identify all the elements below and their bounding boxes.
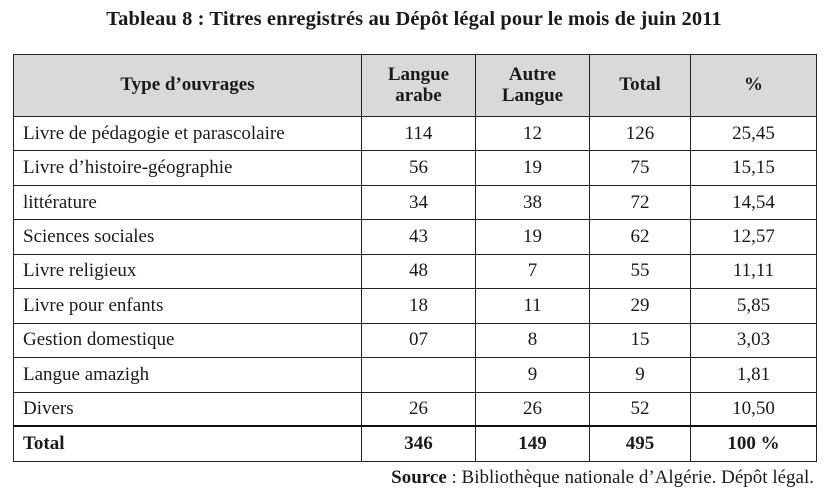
cell-other: 12 (475, 115, 590, 152)
cell-total: 29 (589, 288, 691, 324)
table-row: Livre religieux 48 7 55 11,11 (13, 253, 817, 290)
cell-other: 26 (475, 391, 590, 427)
total-arabic: 346 (361, 425, 476, 463)
cell-arabic: 43 (361, 219, 476, 255)
table-row: Gestion domestique 07 8 15 3,03 (13, 322, 817, 359)
table-row: Livre de pédagogie et parascolaire 114 1… (13, 115, 817, 152)
header-other-line1: Autre (508, 63, 557, 85)
cell-type: Livre de pédagogie et parascolaire (13, 115, 362, 152)
cell-pct: 14,54 (690, 184, 817, 221)
cell-type: littérature (13, 184, 362, 221)
header-other: Autre Langue (475, 54, 590, 117)
table-row: Divers 26 26 52 10,50 (13, 391, 817, 427)
cell-pct: 1,81 (690, 357, 817, 393)
table-row: littérature 34 38 72 14,54 (13, 184, 817, 221)
header-type: Type d’ouvrages (13, 54, 362, 117)
cell-total: 126 (589, 115, 691, 152)
cell-arabic: 26 (361, 391, 476, 427)
cell-pct: 12,57 (690, 219, 817, 255)
total-pct: 100 % (690, 425, 817, 463)
cell-type: Gestion domestique (13, 322, 362, 359)
cell-arabic (361, 357, 476, 393)
cell-other: 9 (475, 357, 590, 393)
cell-pct: 10,50 (690, 391, 817, 427)
cell-arabic: 34 (361, 184, 476, 221)
cell-arabic: 18 (361, 288, 476, 324)
cell-total: 72 (589, 184, 691, 221)
cell-total: 9 (589, 357, 691, 393)
table-row: Langue amazigh 9 9 1,81 (13, 357, 817, 393)
cell-type: Livre d’histoire-géographie (13, 150, 362, 186)
table-row: Sciences sociales 43 19 62 12,57 (13, 219, 817, 255)
source-label: Source (391, 467, 447, 488)
cell-pct: 3,03 (690, 322, 817, 359)
cell-other: 38 (475, 184, 590, 221)
cell-pct: 5,85 (690, 288, 817, 324)
cell-total: 55 (589, 253, 691, 290)
cell-type: Sciences sociales (13, 219, 362, 255)
total-row: Total 346 149 495 100 % (13, 425, 817, 463)
cell-type: Divers (13, 391, 362, 427)
source-note: Source : Bibliothèque nationale d’Algéri… (391, 467, 814, 489)
cell-pct: 15,15 (690, 150, 817, 186)
cell-arabic: 48 (361, 253, 476, 290)
cell-total: 15 (589, 322, 691, 359)
cell-pct: 11,11 (690, 253, 817, 290)
cell-other: 19 (475, 150, 590, 186)
cell-type: Livre religieux (13, 253, 362, 290)
header-total: Total (589, 54, 691, 117)
cell-other: 7 (475, 253, 590, 290)
table-title: Tableau 8 : Titres enregistrés au Dépôt … (106, 8, 722, 30)
total-label: Total (13, 425, 362, 463)
cell-total: 52 (589, 391, 691, 427)
depot-legal-table: Type d’ouvrages Langue arabe Autre Langue … (13, 54, 817, 463)
header-other-line2: Langue (501, 84, 564, 106)
cell-type: Livre pour enfants (13, 288, 362, 324)
source-text: : Bibliothèque nationale d’Algérie. Dépô… (446, 467, 814, 488)
total-other: 149 (475, 425, 590, 463)
cell-other: 8 (475, 322, 590, 359)
table-row: Livre d’histoire-géographie 56 19 75 15,… (13, 150, 817, 186)
cell-total: 75 (589, 150, 691, 186)
table-row: Livre pour enfants 18 11 29 5,85 (13, 288, 817, 324)
cell-total: 62 (589, 219, 691, 255)
cell-arabic: 114 (361, 115, 476, 152)
cell-type: Langue amazigh (13, 357, 362, 393)
cell-other: 19 (475, 219, 590, 255)
header-arabic-line1: Langue (387, 63, 450, 85)
total-total: 495 (589, 425, 691, 463)
cell-other: 11 (475, 288, 590, 324)
cell-arabic: 07 (361, 322, 476, 359)
cell-arabic: 56 (361, 150, 476, 186)
header-arabic: Langue arabe (361, 54, 476, 117)
header-row: Type d’ouvrages Langue arabe Autre Langue … (13, 54, 817, 117)
header-pct: % (690, 54, 817, 117)
header-arabic-line2: arabe (395, 84, 442, 106)
cell-pct: 25,45 (690, 115, 817, 152)
